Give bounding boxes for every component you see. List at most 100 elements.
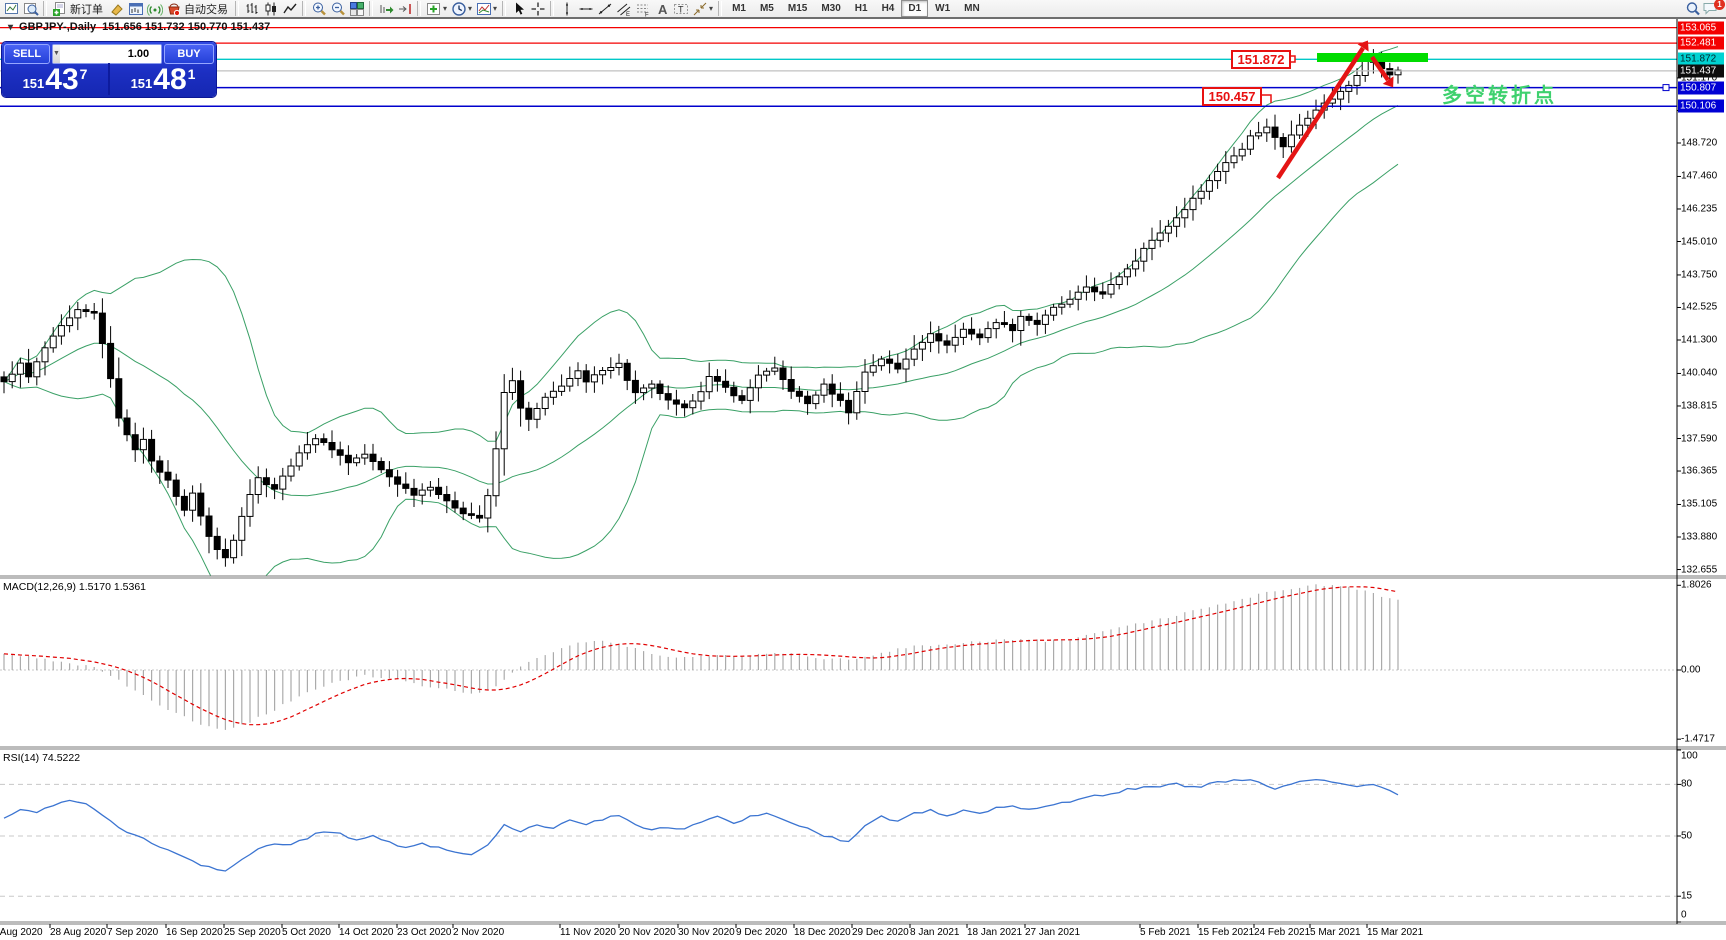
dropdown-arrow-icon[interactable]: ▾ <box>468 4 473 13</box>
price-level-label: 150.807 <box>1678 81 1724 95</box>
buy-button[interactable]: BUY <box>164 43 214 64</box>
timeframe-button-m30[interactable]: M30 <box>821 3 841 14</box>
timeframe-button-m15[interactable]: M15 <box>787 3 808 14</box>
rsi-axis-label: 50 <box>1681 830 1693 842</box>
search-icon[interactable] <box>1683 0 1702 17</box>
eraser-icon[interactable] <box>107 0 126 17</box>
price-callout-150457[interactable]: 150.457 <box>1202 87 1262 106</box>
tile-windows-icon[interactable] <box>347 0 366 17</box>
date-label: 16 Sep 2020 <box>166 927 223 938</box>
panel-frame <box>0 19 1726 928</box>
date-label: 20 Nov 2020 <box>619 927 676 938</box>
text-label-icon[interactable]: T <box>671 0 690 17</box>
date-label: 9 Dec 2020 <box>736 927 788 938</box>
svg-text:T: T <box>678 4 684 14</box>
date-label: 7 Sep 2020 <box>107 927 159 938</box>
zoom-out-icon[interactable] <box>328 0 347 17</box>
line-drag-handle[interactable] <box>1662 84 1670 92</box>
price-tick-label: 137.590 <box>1681 433 1718 444</box>
chart-ohlc-values: 151.656 151.732 150.770 151.437 <box>102 21 271 33</box>
timeframe-button-h1[interactable]: H1 <box>854 3 868 14</box>
date-label: 2 Nov 2020 <box>453 927 505 938</box>
fibonacci-icon[interactable]: F <box>633 0 652 17</box>
price-callout-151872[interactable]: 151.872 <box>1231 50 1291 69</box>
ask-price: 151 48 1 <box>108 63 216 95</box>
price-tick-label: 140.040 <box>1681 367 1718 379</box>
timeframe-button-h4[interactable]: H4 <box>881 3 895 14</box>
chart-window-icon: ▾ <box>8 21 14 33</box>
candlestick-series <box>0 49 1402 567</box>
toolbar-separator <box>550 1 555 16</box>
price-level-label: 152.481 <box>1678 36 1724 50</box>
red-down-arrow[interactable] <box>1370 55 1390 82</box>
signal-icon[interactable] <box>145 0 164 17</box>
toolbar-separator <box>235 1 239 16</box>
zoom-in-icon[interactable] <box>309 0 328 17</box>
horizontal-line-icon[interactable] <box>576 0 595 17</box>
text-icon[interactable]: A <box>652 0 671 17</box>
date-label: 11 Nov 2020 <box>560 927 616 938</box>
ask-point: 1 <box>187 66 196 82</box>
new-order-icon[interactable] <box>50 0 69 17</box>
window-zoom-icon[interactable] <box>21 0 40 17</box>
timeframe-button-m5[interactable]: M5 <box>759 3 774 14</box>
arrows-icon[interactable] <box>690 0 709 17</box>
rsi-indicator-label: RSI(14) 74.5222 <box>3 752 81 764</box>
price-tick-label: 151.170 <box>1681 72 1718 84</box>
bid-pips: 43 <box>45 63 79 96</box>
price-level-label: 151.437 <box>1678 64 1724 78</box>
volume-decrease-button[interactable]: ▼ <box>53 44 60 63</box>
price-tick-label: 133.880 <box>1681 531 1718 543</box>
dropdown-arrow-icon[interactable]: ▾ <box>443 4 448 13</box>
price-tick-label: 136.365 <box>1681 465 1718 477</box>
toolbar-separator <box>369 1 373 16</box>
line-chart-icon[interactable] <box>280 0 299 17</box>
auto-scroll-icon[interactable] <box>376 0 395 17</box>
timeframe-button-w1[interactable]: W1 <box>935 3 951 14</box>
chart-shift-icon[interactable] <box>395 0 414 17</box>
timeframe-button-mn[interactable]: MN <box>964 3 980 14</box>
svg-text:F: F <box>645 12 649 17</box>
red-up-arrow[interactable] <box>1276 46 1365 180</box>
macd-indicator-label: MACD(12,26,9) 1.5170 1.5361 <box>3 581 147 593</box>
price-tick-label: 142.525 <box>1681 301 1718 313</box>
chinese-note-annotation[interactable]: 多空转折点 <box>1442 85 1557 107</box>
chart-annotations[interactable] <box>1258 40 1428 180</box>
dropdown-arrow-icon[interactable]: ▾ <box>709 4 714 13</box>
bid-figure: 151 <box>22 76 45 91</box>
timeframe-button-d1[interactable]: D1 <box>901 0 929 17</box>
ask-figure: 151 <box>130 76 153 91</box>
macd-axis-label: 0.00 <box>1681 664 1701 676</box>
chat-icon[interactable]: 1 <box>1702 0 1725 17</box>
periods-icon[interactable] <box>449 0 468 17</box>
channel-icon[interactable]: E <box>614 0 633 17</box>
charts-icon[interactable] <box>2 0 21 17</box>
price-axis[interactable]: 151.170149.945148.720147.460146.235145.0… <box>1678 19 1726 924</box>
vertical-line-icon[interactable] <box>557 0 576 17</box>
timeframe-button-m1[interactable]: M1 <box>732 3 746 14</box>
toolbar-separator <box>718 1 723 16</box>
volume-input[interactable] <box>59 44 161 63</box>
date-label: 5 Oct 2020 <box>282 927 331 938</box>
chart-window-icon[interactable] <box>126 0 145 17</box>
date-label: 27 Jan 2021 <box>1025 927 1081 938</box>
date-label: 29 Dec 2020 <box>852 927 909 938</box>
notification-badge: 1 <box>1714 0 1725 10</box>
dropdown-arrow-icon[interactable]: ▾ <box>493 4 498 13</box>
horizontal-line-objects[interactable] <box>0 27 1677 107</box>
autotrade-icon[interactable] <box>164 0 183 17</box>
template-icon[interactable] <box>474 0 493 17</box>
candlestick-chart-icon[interactable] <box>261 0 280 17</box>
indicators-icon[interactable] <box>424 0 443 17</box>
price-tick-label: 147.460 <box>1681 170 1718 182</box>
bar-chart-icon[interactable] <box>242 0 261 17</box>
new_order_label[interactable]: 新订单 <box>70 3 103 16</box>
trendline-icon[interactable] <box>595 0 614 17</box>
cursor-icon[interactable] <box>509 0 528 17</box>
sell-button[interactable]: SELL <box>4 43 50 64</box>
crosshair-icon[interactable] <box>528 0 547 17</box>
autotrade_label[interactable]: 自动交易 <box>184 3 228 16</box>
rsi-axis-label: 80 <box>1681 778 1693 790</box>
